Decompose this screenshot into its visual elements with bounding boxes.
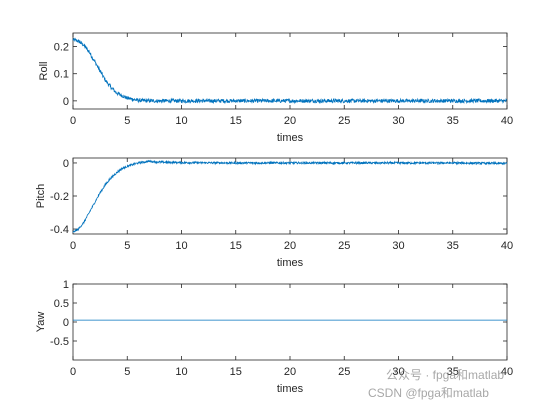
yaw-x-tick-label: 15 [230,366,242,378]
roll-x-tick-label: 15 [230,115,242,127]
pitch-y-ticks: -0.4 -0.2 0 [50,158,507,236]
roll-x-tick-label: 0 [70,115,76,127]
roll-y-axis-label: Roll [38,62,50,81]
roll-x-tick-label: 20 [284,115,296,127]
roll-y-ticks: 0 0.1 0.2 [54,42,507,108]
watermark-line-1: 公众号 · fpga和matlab [386,368,505,382]
pitch-subplot: 0 5 10 15 20 25 30 35 40 -0.4 -0.2 0 times Pitch [35,157,513,269]
yaw-x-tick-label: 40 [501,366,513,378]
yaw-x-tick-label: 25 [338,366,350,378]
roll-x-tick-label: 30 [392,115,404,127]
roll-x-tick-label: 10 [175,115,187,127]
yaw-x-axis-label: times [277,383,304,395]
roll-x-axis-label: times [277,132,304,144]
yaw-x-tick-label: 30 [392,366,404,378]
pitch-data-line [72,159,508,233]
yaw-x-tick-label: 35 [447,366,459,378]
pitch-plot-area [72,157,508,235]
yaw-y-ticks: -0.5 0 0.5 1 [50,279,507,348]
pitch-x-tick-label: 20 [284,240,296,252]
yaw-plot-area [72,283,508,361]
pitch-x-tick-label: 40 [501,240,513,252]
pitch-x-tick-label: 10 [175,240,187,252]
roll-x-ticks: 0 5 10 15 20 25 30 35 40 [70,33,513,127]
watermark-line-2: CSDN @fpga和matlab [368,386,489,400]
roll-x-tick-label: 5 [124,115,130,127]
yaw-x-tick-label: 5 [124,366,130,378]
pitch-y-axis-label: Pitch [35,184,47,208]
roll-x-tick-label: 25 [338,115,350,127]
pitch-x-ticks: 0 5 10 15 20 25 30 35 40 [70,158,513,252]
roll-plot-area [72,32,508,110]
pitch-x-axis-label: times [277,257,304,269]
pitch-x-tick-label: 15 [230,240,242,252]
watermark: 公众号 · fpga和matlab CSDN @fpga和matlab [368,368,504,401]
roll-y-tick-label: 0.2 [54,42,69,54]
roll-x-tick-label: 40 [501,115,513,127]
yaw-y-axis-label: Yaw [35,312,47,333]
yaw-x-tick-label: 10 [175,366,187,378]
pitch-x-tick-label: 30 [392,240,404,252]
pitch-x-tick-label: 25 [338,240,350,252]
yaw-y-tick-label: -0.5 [50,336,69,348]
roll-y-tick-label: 0 [63,96,69,108]
yaw-y-tick-label: 1 [63,279,69,291]
pitch-series [72,159,508,233]
pitch-x-tick-label: 0 [70,240,76,252]
roll-subplot: 0 5 10 15 20 25 30 35 40 0 0.1 0.2 times Roll [38,32,513,144]
pitch-y-tick-label: 0 [63,158,69,170]
pitch-y-tick-label: -0.4 [50,224,69,236]
yaw-y-tick-label: 0.5 [54,298,69,310]
yaw-x-ticks: 0 5 10 15 20 25 30 35 40 [70,284,513,378]
yaw-y-tick-label: 0 [63,317,69,329]
yaw-x-tick-label: 0 [70,366,76,378]
pitch-y-tick-label: -0.2 [50,191,69,203]
roll-data-line [72,37,508,105]
roll-series [72,37,508,105]
pitch-x-tick-label: 5 [124,240,130,252]
roll-x-tick-label: 35 [447,115,459,127]
yaw-x-tick-label: 20 [284,366,296,378]
roll-y-tick-label: 0.1 [54,69,69,81]
pitch-x-tick-label: 35 [447,240,459,252]
yaw-subplot: 0 5 10 15 20 25 30 35 40 -0.5 0 0.5 1 times Yaw [35,279,513,395]
